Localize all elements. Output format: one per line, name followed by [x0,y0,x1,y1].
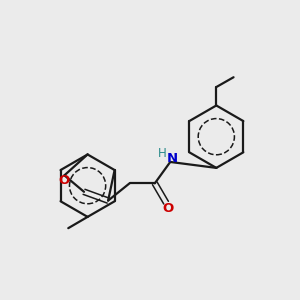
Text: H: H [158,147,166,161]
Text: O: O [162,202,173,214]
Text: N: N [167,152,178,166]
Text: O: O [59,174,70,187]
